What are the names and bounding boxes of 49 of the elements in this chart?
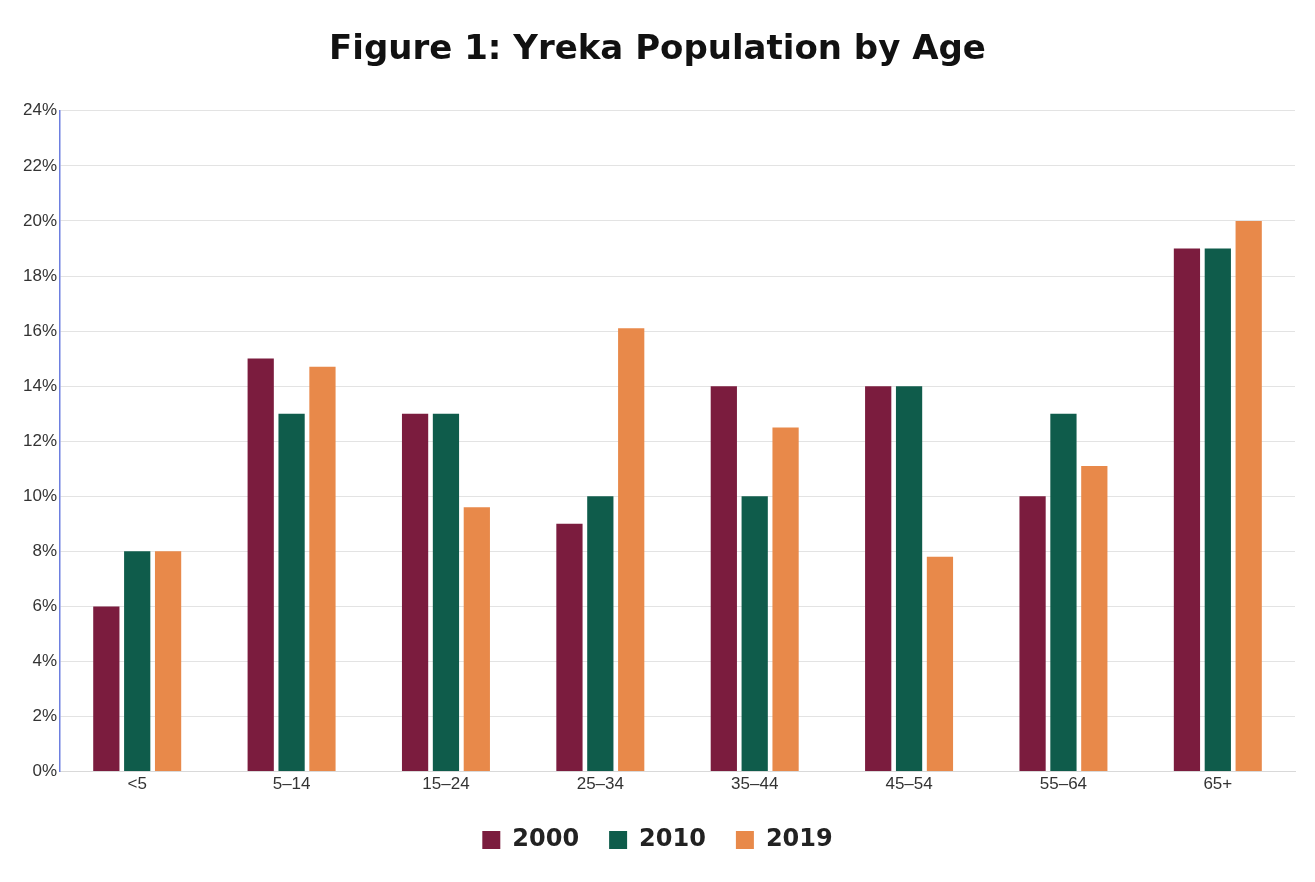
y-tick-label: 14%: [22, 375, 58, 395]
x-tick-label: 55–64: [1039, 774, 1088, 794]
bar: [1235, 220, 1262, 772]
bar: [1019, 496, 1046, 772]
x-tick-label: 65+: [1203, 774, 1233, 794]
bar: [865, 386, 892, 772]
bar: [587, 496, 614, 772]
bar: [1204, 248, 1231, 772]
bar: [432, 413, 460, 772]
bar: [124, 551, 151, 772]
y-tick-label: 2%: [32, 706, 58, 726]
bar: [926, 556, 954, 772]
x-tick-label: 5–14: [272, 774, 311, 794]
y-tick-label: 16%: [22, 320, 58, 340]
y-tick-label: 10%: [22, 485, 58, 505]
bar: [895, 386, 923, 772]
bar: [278, 413, 305, 772]
bar: [154, 551, 182, 772]
y-tick-label: 12%: [22, 430, 58, 450]
y-tick-label: 22%: [22, 155, 58, 175]
x-tick-label: 35–44: [731, 774, 779, 794]
legend-label: 2010: [639, 824, 706, 853]
bar: [401, 413, 429, 772]
y-tick-label: 8%: [32, 541, 58, 561]
bar: [309, 366, 336, 772]
x-tick-label: <5: [127, 774, 147, 794]
x-tick-label: 45–54: [885, 774, 933, 794]
legend-label: 2019: [765, 824, 833, 853]
chart-title: Figure 1: Yreka Population by Age: [329, 27, 986, 68]
legend-label: 2000: [512, 824, 580, 853]
y-tick-label: 20%: [22, 210, 58, 230]
bar: [710, 386, 737, 772]
bar: [1081, 465, 1108, 772]
y-tick-label: 4%: [32, 651, 58, 671]
bar: [556, 523, 583, 772]
bar: [247, 358, 274, 772]
y-tick-label: 24%: [22, 100, 58, 120]
bar: [618, 328, 645, 772]
bar: [772, 427, 799, 772]
bar: [741, 496, 768, 772]
x-tick-label: 25–34: [576, 774, 624, 794]
bar: [93, 606, 120, 772]
bar: [463, 507, 490, 772]
y-tick-label: 0%: [32, 761, 58, 781]
bar: [1050, 413, 1077, 772]
bar: [1173, 248, 1201, 772]
y-tick-label: 18%: [22, 265, 58, 285]
y-tick-label: 6%: [32, 596, 58, 616]
x-tick-label: 15–24: [422, 774, 470, 794]
